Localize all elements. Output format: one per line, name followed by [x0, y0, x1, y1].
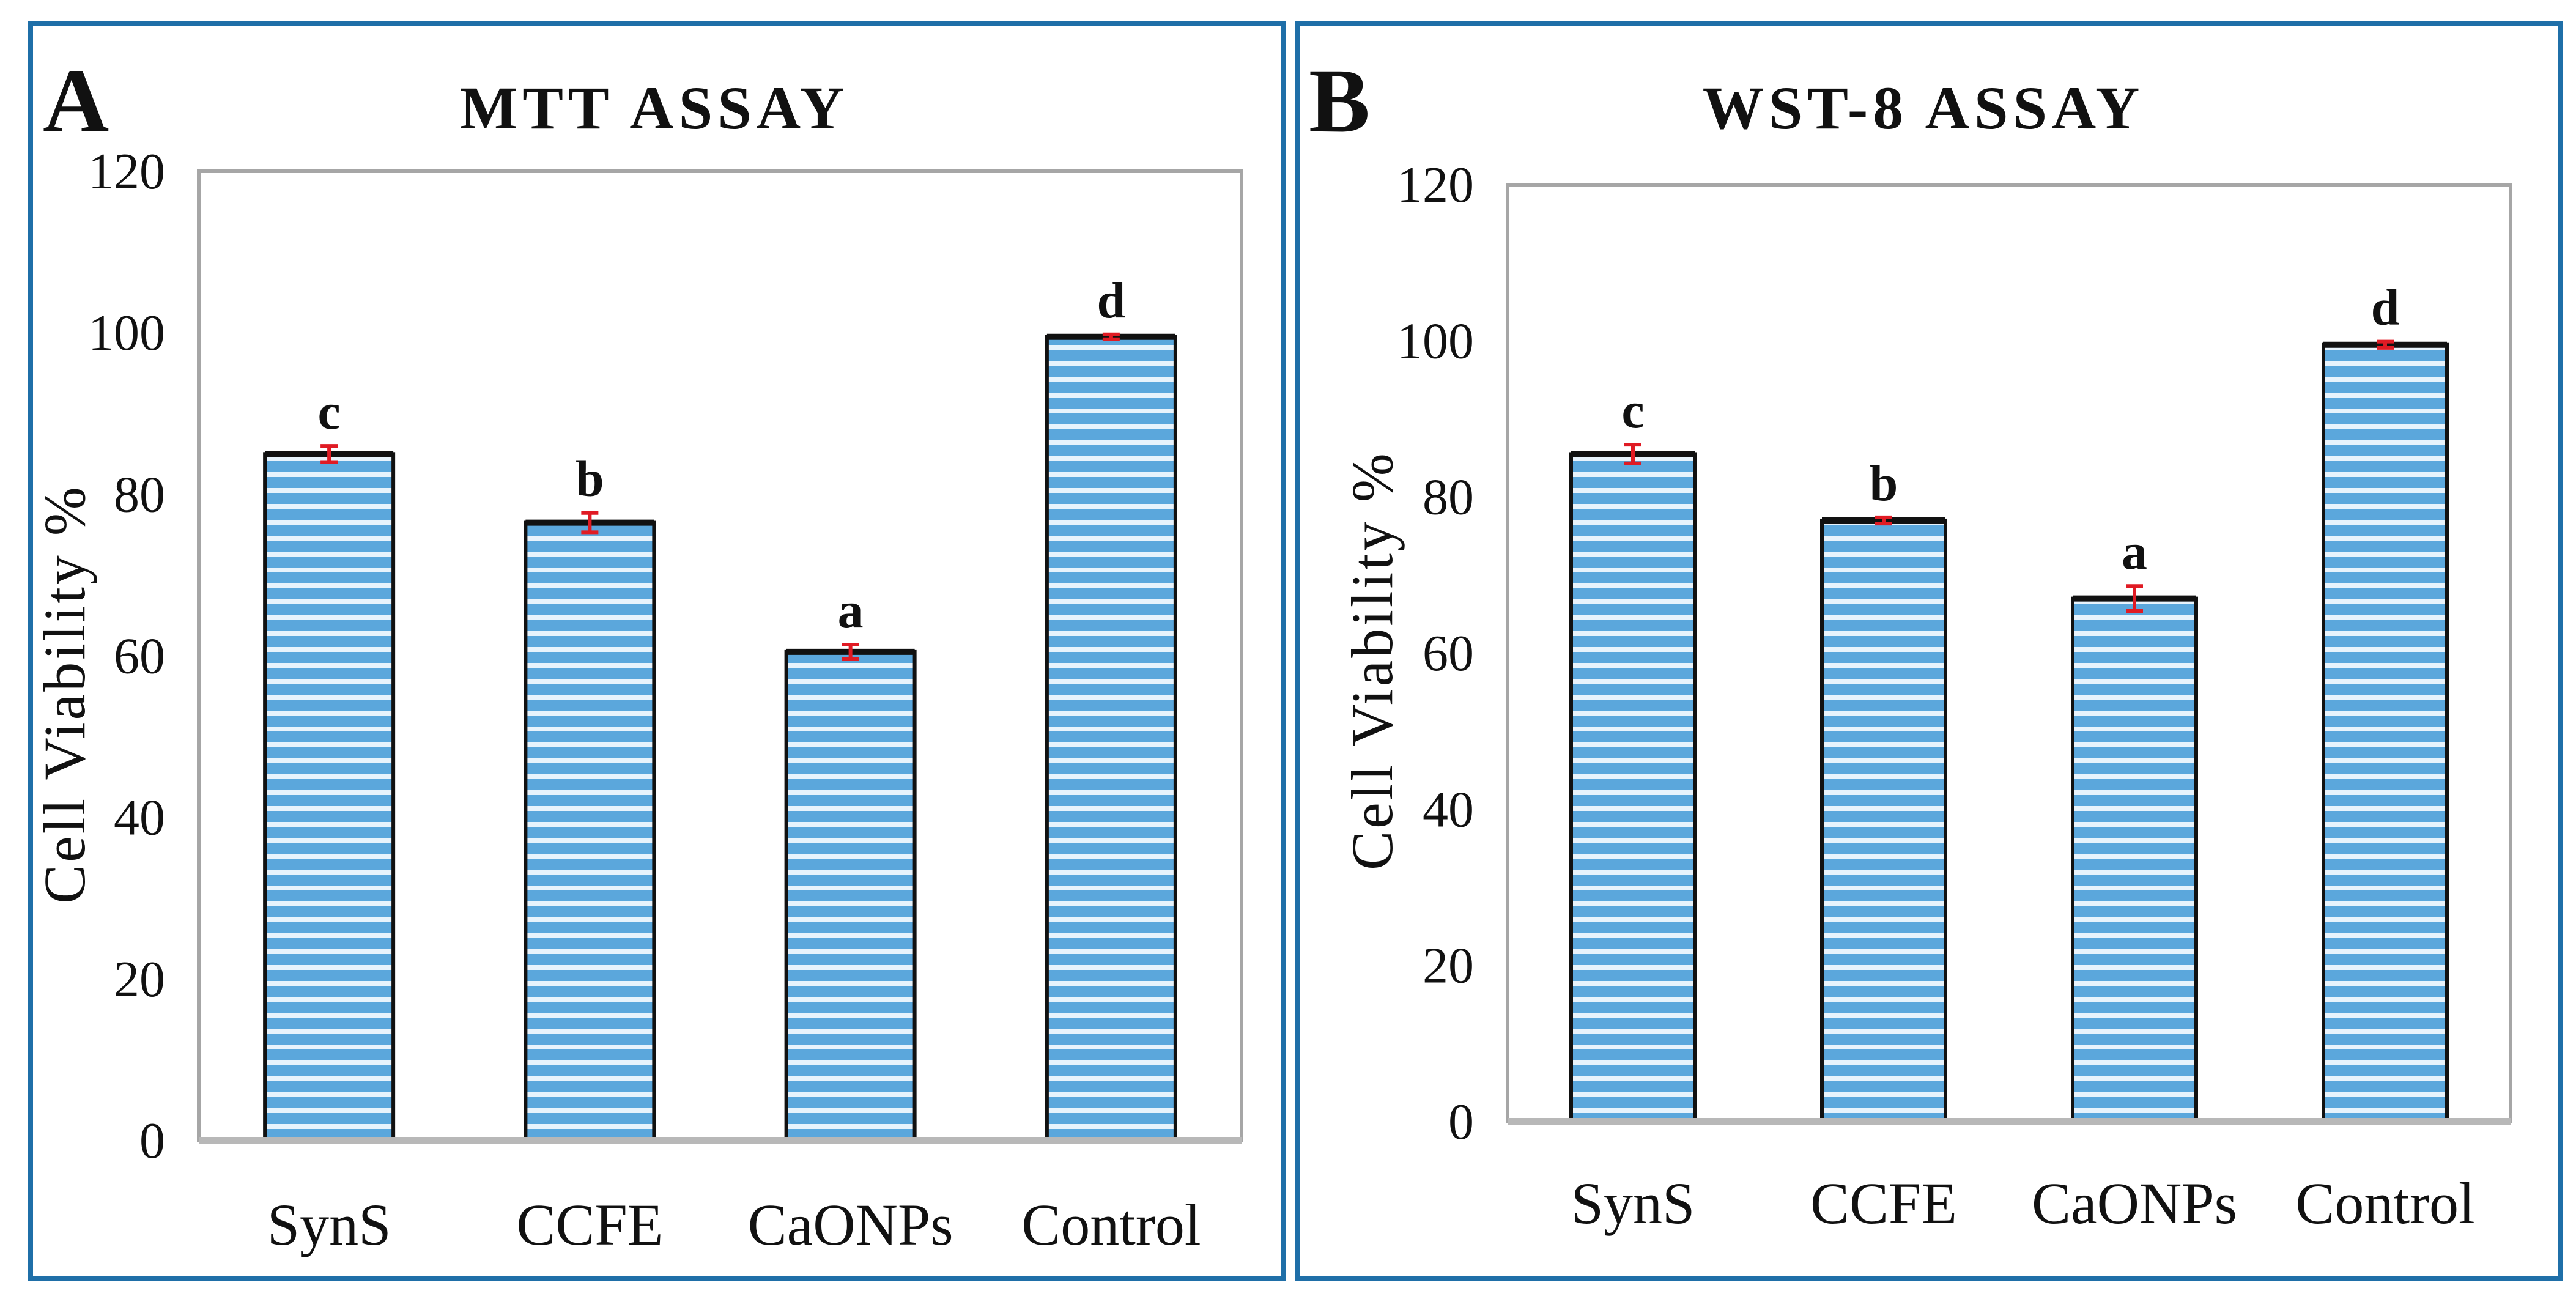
panel-b-y-tick-label: 60 [1423, 625, 1474, 682]
panel-b-y-tick-label: 0 [1448, 1094, 1474, 1150]
panel-a-significance-syns: c [317, 383, 340, 440]
panel-b-significance-ccfe: b [1870, 455, 1898, 512]
panel-b-y-axis-label: Cell Viability % [1339, 451, 1405, 870]
panel-a-y-tick-label: 120 [88, 143, 165, 200]
panel-b-category-ccfe: CCFE [1810, 1171, 1957, 1236]
panel-a-y-tick-label: 80 [114, 466, 165, 523]
panel-a-y-tick-label: 0 [139, 1112, 165, 1169]
panel-a-significance-caonps: a [838, 582, 864, 639]
panel-b-bar-caonps [2071, 596, 2198, 1123]
panel-a-y-tick-label: 100 [88, 305, 165, 361]
panel-b-error-bar-control [2377, 339, 2394, 350]
panel-a-title: MTT ASSAY [460, 74, 849, 142]
panel-b-bar-syns [1569, 452, 1697, 1124]
panel-b-letter: B [1309, 50, 1370, 152]
panel-a-y-tick-label: 40 [114, 790, 165, 846]
panel-a-error-bar-ccfe [581, 511, 599, 535]
panel-a-bar-ccfe [524, 520, 656, 1142]
panel-b-category-caonps: CaONPs [2032, 1171, 2237, 1236]
panel-b-y-tick-label: 80 [1423, 469, 1474, 526]
panel-b-category-control: Control [2295, 1171, 2474, 1236]
panel-a-bar-control [1045, 335, 1177, 1142]
panel-b-error-bar-ccfe [1875, 515, 1892, 526]
panel-a-error-bar-syns [320, 444, 338, 464]
panel-b: B WST-8 ASSAY Cell Viability % 0 20 40 60 80… [1295, 21, 2563, 1281]
panel-b-x-labels: SynS CCFE CaONPs Control [1571, 1171, 2475, 1236]
panel-a-bar-syns [263, 452, 396, 1143]
panel-a-border [28, 21, 1286, 1281]
panel-b-category-syns: SynS [1571, 1171, 1695, 1236]
panel-a-error-bar-control [1102, 332, 1120, 341]
panel-b-bar-ccfe [1820, 518, 1947, 1123]
panel-a-significance-control: d [1097, 272, 1126, 329]
panel-a-significance-ccfe: b [576, 451, 604, 508]
panel-b-border [1295, 21, 2563, 1281]
panel-a-category-control: Control [1021, 1192, 1201, 1257]
panel-b-y-tick-label: 120 [1397, 157, 1474, 213]
panel-a-y-tick-label: 60 [114, 628, 165, 685]
panel-a-y-tick-label: 20 [114, 951, 165, 1008]
panel-a-letter: A [43, 50, 109, 152]
panel-b-y-ticks: 0 20 40 60 80 100 120 [1397, 157, 1474, 1150]
panel-b-significance-control: d [2371, 279, 2400, 336]
panel-a-y-axis-label: Cell Viability % [32, 484, 97, 904]
panel-a-category-ccfe: CCFE [516, 1192, 663, 1257]
panel-b-bars: c b a d [1569, 279, 2449, 1124]
panel-b-y-tick-label: 100 [1397, 313, 1474, 369]
panel-b-significance-caonps: a [2122, 524, 2147, 580]
panel-a-category-caonps: CaONPs [748, 1192, 953, 1257]
panel-b-error-bar-syns [1624, 443, 1641, 465]
panel-b-title: WST-8 ASSAY [1703, 74, 2145, 142]
panel-a-category-syns: SynS [267, 1192, 391, 1257]
panel-b-significance-syns: c [1621, 382, 1644, 439]
panel-a-bar-caonps [784, 649, 917, 1143]
panel-a-x-labels: SynS CCFE CaONPs Control [267, 1192, 1201, 1257]
panel-b-error-bar-caonps [2126, 584, 2143, 613]
panel-a: A MTT ASSAY Cell Viability % 0 20 40 60 80 10… [28, 21, 1286, 1281]
panel-b-bar-control [2322, 342, 2449, 1123]
panel-b-y-tick-label: 40 [1423, 781, 1474, 838]
panel-a-bars: c b a d [263, 272, 1177, 1143]
panel-a-y-ticks: 0 20 40 60 80 100 120 [88, 143, 165, 1169]
panel-a-error-bar-caonps [842, 643, 859, 661]
panel-b-y-tick-label: 20 [1423, 938, 1474, 994]
